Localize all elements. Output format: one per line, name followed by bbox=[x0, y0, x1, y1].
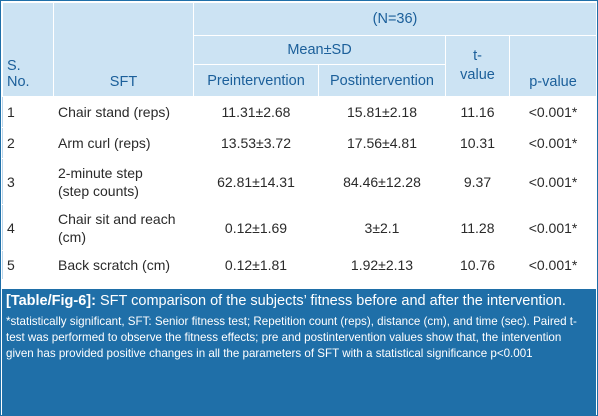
table-row: 5 Back scratch (cm) 0.12±1.81 1.92±2.13 … bbox=[2, 250, 598, 280]
col-header-pre: Preintervention bbox=[193, 64, 319, 97]
cell-post: 3±2.1 bbox=[318, 204, 446, 251]
cell-p: <0.001* bbox=[508, 250, 598, 280]
table-row: 4 Chair sit and reach (cm) 0.12±1.69 3±2… bbox=[2, 204, 598, 251]
cell-pre: 0.12±1.81 bbox=[193, 250, 319, 280]
cell-p: <0.001* bbox=[508, 204, 598, 251]
table-row: 1 Chair stand (reps) 11.31±2.68 15.81±2.… bbox=[2, 96, 598, 128]
cell-p: <0.001* bbox=[508, 96, 598, 128]
col-header-sno: S. No. bbox=[2, 2, 54, 97]
cell-sft: 2-minute step (step counts) bbox=[53, 158, 194, 205]
cell-post: 17.56±4.81 bbox=[318, 127, 446, 159]
cell-sno: 3 bbox=[2, 158, 54, 205]
cell-p: <0.001* bbox=[508, 158, 598, 205]
cell-sno: 1 bbox=[2, 96, 54, 128]
caption-title-line: [Table/Fig-6]: SFT comparison of the sub… bbox=[6, 293, 592, 310]
col-header-tvalue: t- value bbox=[445, 35, 510, 97]
cell-pre: 0.12±1.69 bbox=[193, 204, 319, 251]
cell-pre: 62.81±14.31 bbox=[193, 158, 319, 205]
cell-sft: Chair sit and reach (cm) bbox=[53, 204, 194, 251]
cell-post: 84.46±12.28 bbox=[318, 158, 446, 205]
cell-t: 10.76 bbox=[445, 250, 510, 280]
cell-post: 15.81±2.18 bbox=[318, 96, 446, 128]
cell-sft: Chair stand (reps) bbox=[53, 96, 194, 128]
col-header-post: Postintervention bbox=[318, 64, 446, 97]
caption-note: *statistically significant, SFT: Senior … bbox=[6, 315, 577, 360]
table-row: 3 2-minute step (step counts) 62.81±14.3… bbox=[2, 158, 598, 205]
figure-caption: [Table/Fig-6]: SFT comparison of the sub… bbox=[2, 289, 596, 415]
col-header-meansd: Mean±SD bbox=[193, 35, 446, 65]
cell-t: 11.28 bbox=[445, 204, 510, 251]
cell-sft: Back scratch (cm) bbox=[53, 250, 194, 280]
caption-label: [Table/Fig-6]: bbox=[6, 293, 96, 309]
cell-pre: 11.31±2.68 bbox=[193, 96, 319, 128]
cell-sno: 2 bbox=[2, 127, 54, 159]
cell-t: 9.37 bbox=[445, 158, 510, 205]
cell-sno: 4 bbox=[2, 204, 54, 251]
group-header-n: (N=36) bbox=[192, 2, 598, 36]
cell-sno: 5 bbox=[2, 250, 54, 280]
cell-t: 10.31 bbox=[445, 127, 510, 159]
sft-comparison-table: S. No. SFT (N=36) Mean±SD t- value p-val… bbox=[2, 2, 598, 280]
cell-p: <0.001* bbox=[508, 127, 598, 159]
col-header-pvalue: p-value bbox=[508, 35, 598, 97]
cell-pre: 13.53±3.72 bbox=[193, 127, 319, 159]
cell-t: 11.16 bbox=[445, 96, 510, 128]
col-header-sft: SFT bbox=[53, 2, 194, 97]
table-row: 2 Arm curl (reps) 13.53±3.72 17.56±4.81 … bbox=[2, 127, 598, 159]
cell-sft: Arm curl (reps) bbox=[53, 127, 194, 159]
caption-title: SFT comparison of the subjects’ fitness … bbox=[95, 293, 566, 309]
cell-post: 1.92±2.13 bbox=[318, 250, 446, 280]
